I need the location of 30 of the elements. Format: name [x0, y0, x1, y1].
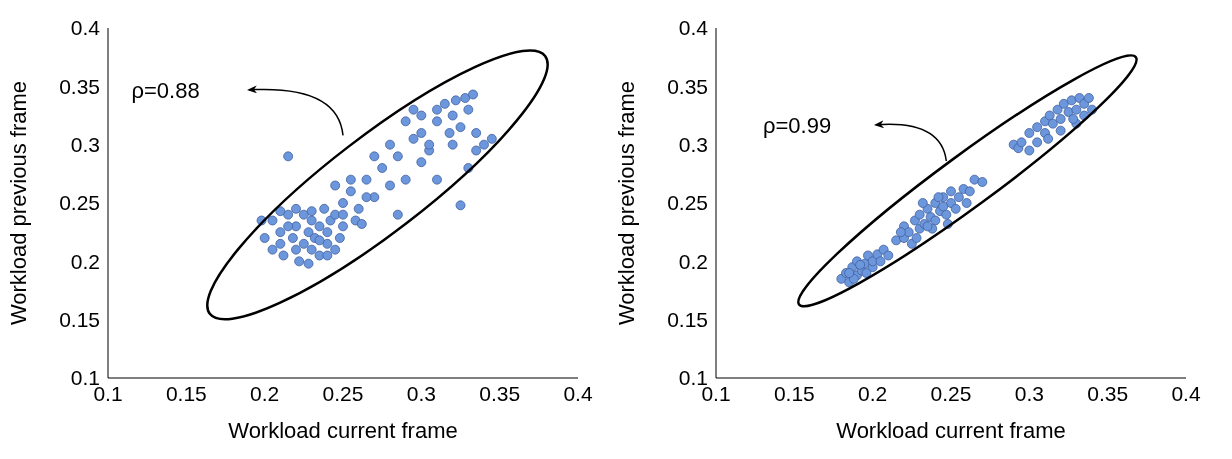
x-tick-label: 0.15 — [773, 381, 815, 405]
y-tick-label: 0.2 — [678, 249, 708, 273]
x-tick-label: 0.25 — [322, 381, 364, 405]
x-tick-label: 0.3 — [1014, 381, 1044, 405]
x-tick-label: 0.3 — [406, 381, 436, 405]
x-tick-label: 0.35 — [1087, 381, 1129, 405]
y-axis-title: Workload previous frame — [5, 80, 31, 326]
y-tick-label: 0.35 — [667, 74, 708, 98]
x-tick-label: 0.4 — [1171, 381, 1201, 405]
y-tick-label: 0.35 — [59, 74, 100, 98]
annotation: ρ=0.99 — [763, 112, 832, 138]
y-tick-label: 0.25 — [59, 191, 100, 215]
y-tick-label: 0.15 — [59, 308, 100, 332]
annotation: ρ=0.88 — [131, 77, 200, 103]
y-tick-label: 0.3 — [678, 133, 708, 157]
x-tick-label: 0.2 — [858, 381, 888, 405]
x-tick-label: 0.2 — [250, 381, 280, 405]
y-axis-title: Workload previous frame — [613, 80, 639, 326]
x-tick-label: 0.15 — [165, 381, 207, 405]
y-tick-label: 0.3 — [70, 133, 100, 157]
y-tick-label: 0.4 — [70, 16, 101, 40]
x-tick-label: 0.4 — [563, 381, 593, 405]
y-tick-label: 0.4 — [678, 16, 709, 40]
x-axis-title: Workload current frame — [228, 418, 458, 443]
x-tick-label: 0.35 — [479, 381, 521, 405]
y-tick-label: 0.15 — [667, 308, 708, 332]
x-tick-label: 0.25 — [930, 381, 972, 405]
y-tick-label: 0.25 — [667, 191, 708, 215]
y-tick-label: 0.2 — [70, 249, 100, 273]
x-axis-title: Workload current frame — [836, 418, 1066, 443]
